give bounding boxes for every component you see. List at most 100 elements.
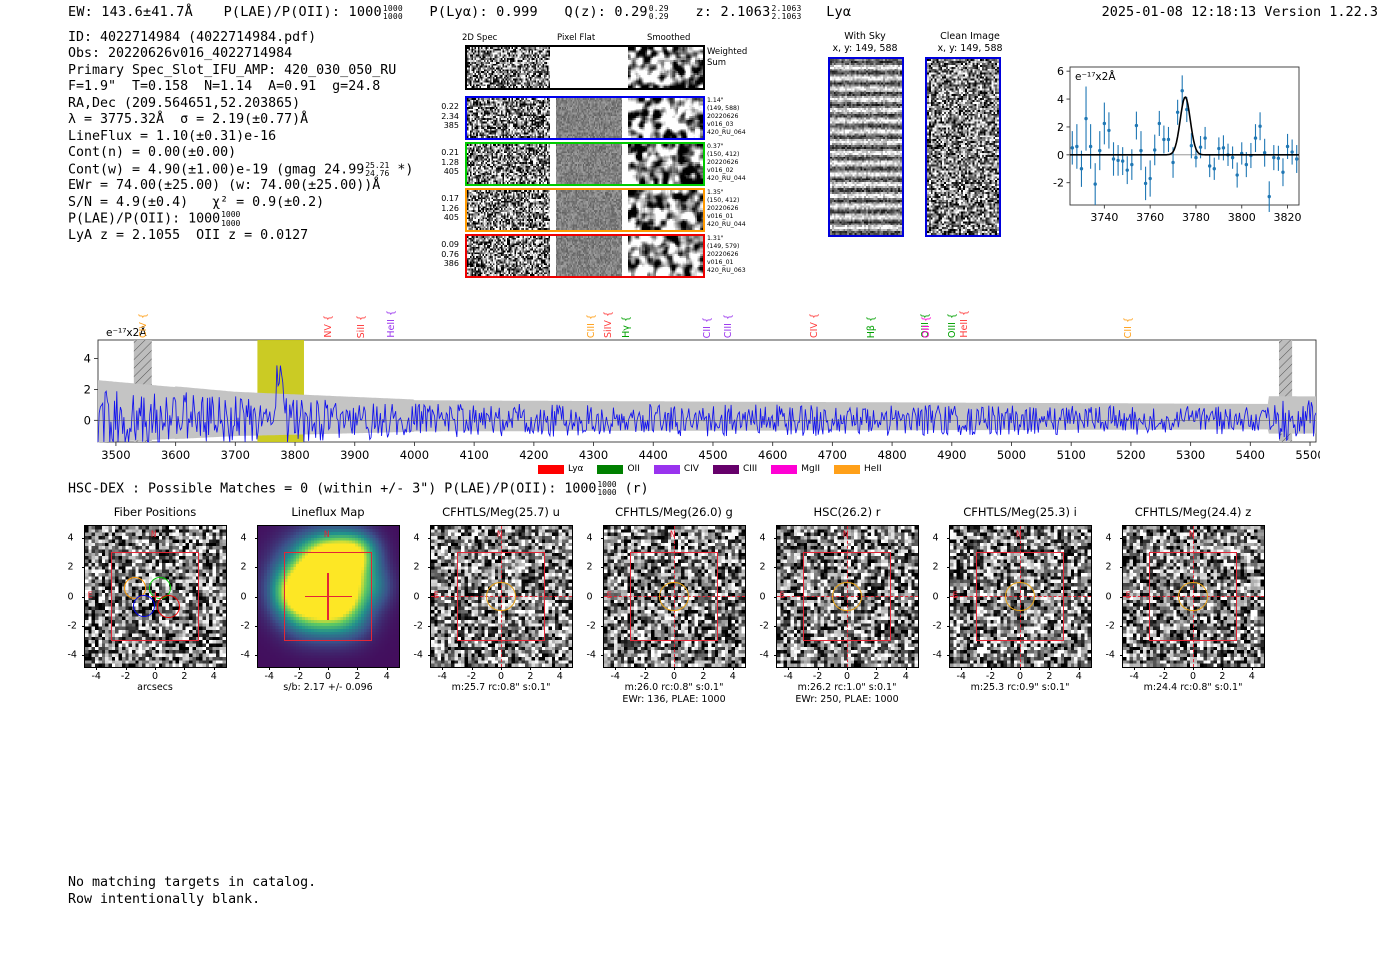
axis-tick — [773, 655, 777, 657]
axis-tick — [1193, 667, 1194, 670]
aperture-circle — [659, 581, 689, 612]
svg-text:4700: 4700 — [818, 448, 847, 462]
cutout-plot: N E -4 -2 0 2 4 4 2 0 -2 -4 — [68, 525, 227, 682]
cutout-caption: m:25.3 rc:0.9" s:0.1" — [925, 682, 1115, 694]
axis-tick — [427, 625, 431, 627]
qz-fraction: 0.29 0.29 — [648, 3, 669, 21]
axis-tick — [990, 667, 992, 670]
x-tick-label: 4 — [210, 671, 217, 682]
aperture-circle — [1005, 581, 1035, 612]
axis-tick — [471, 667, 473, 670]
object-info-block: ID: 4022714984 (4022714984.pdf) Obs: 202… — [68, 30, 413, 245]
fiber-row — [465, 96, 705, 140]
info-obs: Obs: 20220626v016_4022714984 — [68, 46, 293, 62]
x-tick-label: -2 — [293, 671, 304, 682]
weighted-sum-2dspec — [467, 47, 551, 88]
legend-label: Lyα — [568, 464, 584, 474]
axis-tick — [1119, 625, 1123, 627]
hsc-plae-fraction: 1000 1000 — [597, 480, 617, 498]
cutout-plot: N E -4 -2 0 2 4 4 2 0 -2 -4 — [760, 525, 919, 682]
info-cont-n: Cont(n) = 0.00(±0.00) — [68, 145, 237, 161]
cutout-title: CFHTLS/Meg(24.4) z — [1134, 505, 1252, 519]
info-radec: RA,Dec (209.564651,52.203865) — [68, 95, 301, 111]
y-tick-label: 2 — [1105, 561, 1112, 573]
axis-tick — [600, 537, 604, 539]
imaging-cutout-row: Fiber Positions N E -4 -2 0 2 4 4 2 0 -2 -4 arcsecs Li… — [0, 505, 1400, 735]
weighted-sum-smoothed — [628, 47, 704, 88]
x-tick-label: -2 — [985, 671, 996, 682]
fiber-circle — [157, 595, 181, 619]
svg-text:4: 4 — [84, 352, 91, 366]
emission-line-label: CII { — [1122, 316, 1134, 338]
axis-tick — [817, 667, 819, 670]
cutout-panel: HSC(26.2) r N E -4 -2 0 2 4 4 2 0 -2 -4 m:26.2 rc:1.0… — [752, 505, 942, 706]
axis-tick — [155, 667, 156, 670]
y-tick-label: -2 — [759, 620, 769, 632]
x-tick-label: -4 — [437, 671, 447, 682]
y-tick-label: -4 — [932, 649, 942, 661]
cutout-caption-line1: m:26.0 rc:0.8" s:0.1" — [624, 682, 724, 693]
legend-swatch — [834, 464, 861, 474]
y-tick-label: 4 — [240, 532, 247, 544]
ew-value: EW: 143.6±41.7Å — [68, 4, 193, 20]
redshift-value: z: 2.1063 — [695, 4, 771, 20]
fiber-row — [465, 188, 705, 232]
svg-text:0: 0 — [1057, 149, 1064, 162]
cutout-caption-line2: EWr: 136, PLAE: 1000 — [622, 694, 726, 705]
cutout-title: CFHTLS/Meg(25.7) u — [442, 505, 560, 519]
x-tick-label: 4 — [1075, 671, 1082, 682]
y-tick-label: 2 — [67, 561, 74, 573]
axis-tick — [427, 567, 431, 569]
legend-item: Lyα — [538, 464, 583, 474]
cutout-caption: m:24.4 rc:0.8" s:0.1" — [1098, 682, 1288, 694]
legend-label: CIII — [742, 464, 758, 474]
x-tick-label: -4 — [91, 671, 101, 682]
weighted-sum-label: Weighted Sum — [707, 47, 748, 68]
svg-text:2: 2 — [1057, 121, 1064, 134]
fiber-2dspec — [467, 144, 551, 184]
cutout-plot: N E -4 -2 0 2 4 4 2 0 -2 -4 — [933, 525, 1092, 682]
svg-text:4400: 4400 — [639, 448, 668, 462]
emission-line-label: NV { — [322, 315, 334, 338]
hsc-dex-match-line: HSC-DEX : Possible Matches = 0 (within +… — [68, 480, 649, 498]
x-tick-label: 4 — [383, 671, 390, 682]
y-tick-label: 4 — [586, 532, 593, 544]
cutout-plot: N E -4 -2 0 2 4 4 2 0 -2 -4 — [414, 525, 573, 682]
x-tick-label: 2 — [700, 671, 707, 682]
axis-tick — [530, 667, 532, 670]
compass-north: N — [1189, 530, 1195, 540]
with-sky-image — [828, 57, 904, 237]
x-tick-label: 4 — [902, 671, 909, 682]
footer-line-2: Row intentionally blank. — [68, 892, 261, 907]
compass-north: N — [151, 530, 157, 540]
fiber-pixelflat — [556, 98, 623, 138]
svg-text:4000: 4000 — [400, 448, 429, 462]
x-tick-label: -2 — [812, 671, 823, 682]
cutout-caption: m:26.2 rc:1.0" s:0.1" EWr: 250, PLAE: 100… — [752, 682, 942, 706]
x-tick-label: 0 — [1189, 671, 1197, 682]
svg-text:4100: 4100 — [460, 448, 489, 462]
x-tick-label: -2 — [1158, 671, 1169, 682]
axis-tick — [703, 667, 705, 670]
svg-text:3780: 3780 — [1182, 211, 1210, 224]
fiber-2dspec — [467, 190, 551, 230]
svg-text:4600: 4600 — [758, 448, 787, 462]
svg-text:3700: 3700 — [221, 448, 250, 462]
y-tick-label: 2 — [759, 561, 766, 573]
fiber-row — [465, 234, 705, 278]
svg-text:3800: 3800 — [1228, 211, 1256, 224]
axis-tick — [1119, 567, 1123, 569]
svg-text:e⁻¹⁷x2Å: e⁻¹⁷x2Å — [1075, 70, 1116, 83]
fiber-pixelflat — [556, 236, 623, 276]
y-tick-label: 2 — [932, 561, 939, 573]
x-tick-label: 0 — [1016, 671, 1024, 682]
emission-line-label: OII { — [921, 315, 933, 338]
svg-text:5200: 5200 — [1116, 448, 1145, 462]
axis-tick — [600, 625, 604, 627]
axis-tick — [427, 596, 431, 598]
axis-tick — [442, 667, 444, 670]
y-tick-label: 4 — [759, 532, 766, 544]
axis-tick — [674, 667, 675, 670]
x-tick-label: 0 — [497, 671, 505, 682]
